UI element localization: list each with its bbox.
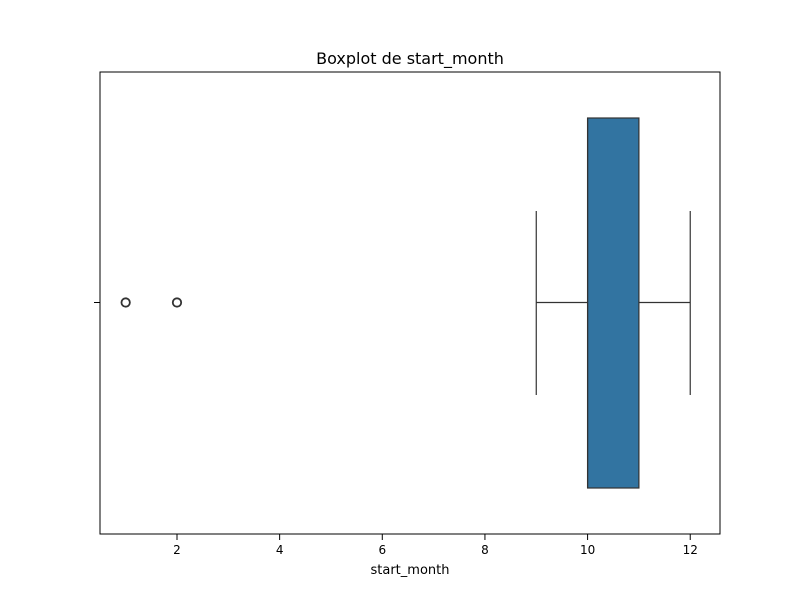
x-tick-label: 4 [276, 543, 284, 557]
iqr-box [586, 117, 640, 489]
x-tick-label: 6 [378, 543, 386, 557]
x-tick-label: 12 [683, 543, 698, 557]
outlier-point [171, 297, 183, 308]
x-axis: 2 4 6 8 10 12 [173, 534, 698, 557]
boxplot [120, 117, 691, 489]
x-tick-label: 2 [173, 543, 181, 557]
x-axis-label: start_month [371, 563, 450, 578]
chart-title: Boxplot de start_month [316, 49, 504, 69]
outlier-point [120, 297, 131, 308]
x-tick-label: 8 [481, 543, 489, 557]
x-tick-label: 10 [580, 543, 595, 557]
